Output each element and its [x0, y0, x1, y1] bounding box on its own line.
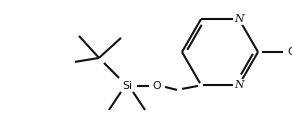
Text: Cl: Cl	[287, 47, 292, 57]
Text: N: N	[234, 14, 244, 24]
Text: N: N	[234, 80, 244, 90]
Text: O: O	[153, 81, 161, 91]
Text: Si: Si	[122, 81, 132, 91]
